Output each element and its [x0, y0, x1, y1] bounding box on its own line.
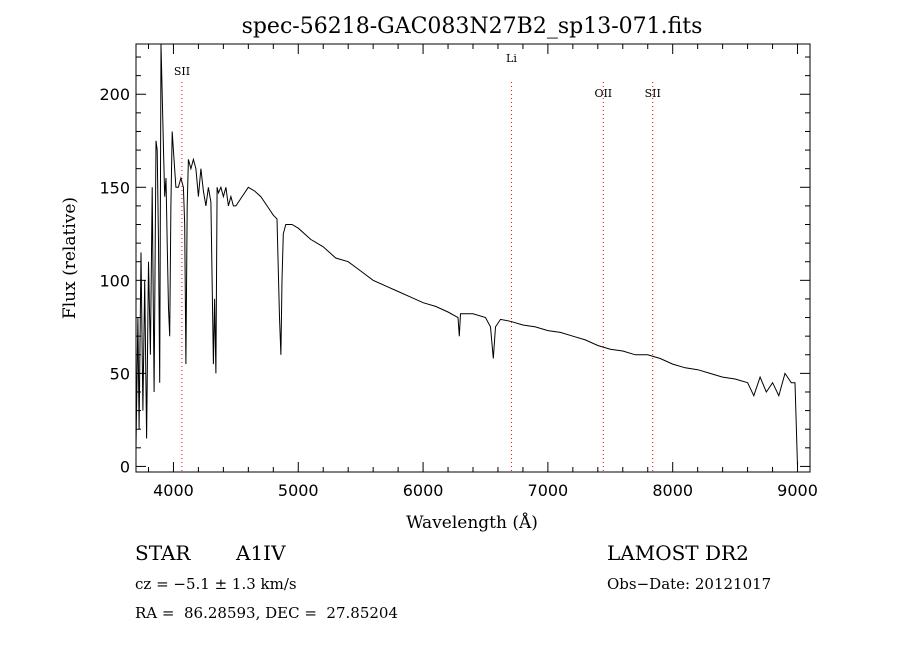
spectrum-line-0 [135, 43, 798, 467]
spectral-subclass: A1IV [236, 541, 286, 565]
y-tick-label-0: 0 [120, 457, 130, 476]
object-type: STAR [135, 541, 191, 565]
y-tick-label-4: 200 [99, 85, 130, 104]
x-axis-label: Wavelength (Å) [406, 512, 538, 533]
line-marker-label-1: Li [506, 52, 517, 65]
x-tick-label-4: 8000 [652, 481, 693, 500]
coordinates: RA = 86.28593, DEC = 27.85204 [135, 604, 399, 622]
chart-title: spec-56218-GAC083N27B2_sp13-071.fits [242, 14, 703, 39]
axis-ticks: 4000 5000 6000 7000 8000 9000 0 50 100 150 200 [99, 44, 818, 500]
x-tick-label-5: 9000 [777, 481, 818, 500]
survey-name: LAMOST DR2 [607, 541, 749, 565]
x-tick-label-0: 4000 [153, 481, 194, 500]
line-marker-label-0: SII [174, 65, 190, 78]
plot-frame [135, 43, 811, 473]
line-markers: SII Li OII SII [174, 52, 661, 472]
y-tick-label-1: 50 [110, 364, 130, 383]
y-tick-label-2: 100 [99, 271, 130, 290]
y-tick-label-3: 150 [99, 178, 130, 197]
x-tick-label-2: 6000 [403, 481, 444, 500]
series-layer [135, 43, 798, 467]
y-axis-label: Flux (relative) [60, 197, 80, 319]
line-marker-label-2: OII [594, 87, 612, 100]
line-marker-label-3: SII [645, 87, 661, 100]
observation-date: Obs−Date: 20121017 [607, 575, 772, 593]
x-tick-label-1: 5000 [278, 481, 319, 500]
redshift-cz: cz = −5.1 ± 1.3 km/s [135, 575, 297, 593]
x-tick-label-3: 7000 [528, 481, 569, 500]
